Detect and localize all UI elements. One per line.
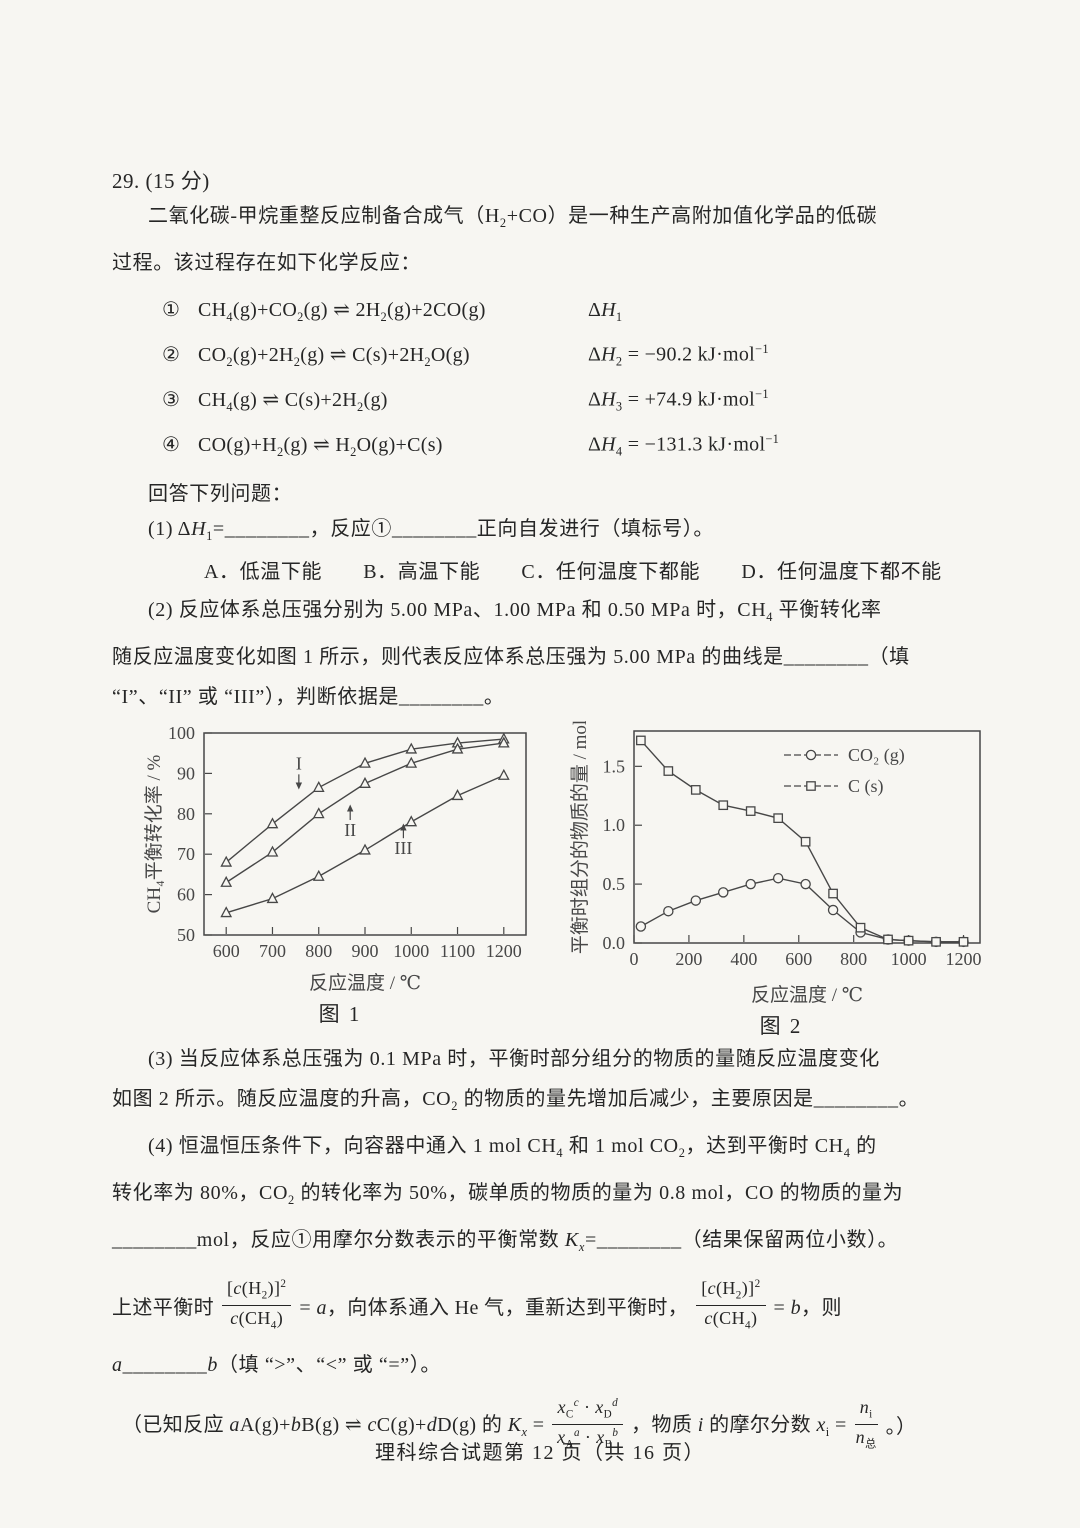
reaction-equation: CH4(g)+CO2(g) ⇌ 2H2(g)+2CO(g) (198, 299, 486, 324)
known-mid: ，物质 i 的摩尔分数 xi = (631, 1414, 847, 1439)
svg-text:0: 0 (630, 949, 639, 969)
svg-text:60: 60 (177, 885, 195, 905)
svg-text:80: 80 (177, 804, 195, 824)
svg-text:100: 100 (168, 723, 195, 743)
ratio-line-post: = b，则 (773, 1296, 842, 1319)
svg-text:70: 70 (177, 844, 195, 864)
figure-1-chart: 50 60 70 80 90 100 600 700 800 900 1000 1100 1200 CH₄… (143, 723, 527, 994)
reaction-enthalpy: ΔH4 = −131.3 kJ·mol−1 (588, 432, 780, 459)
reaction-number: ④ (162, 434, 180, 456)
svg-text:II: II (344, 820, 356, 840)
svg-text:90: 90 (177, 763, 195, 783)
question-3-line-2: 如图 2 所示。随反应温度的升高，CO2 的物质的量先增加后减少，主要原因是__… (112, 1088, 920, 1113)
question-2-line-2: 随反应温度变化如图 1 所示，则代表反应体系总压强为 5.00 MPa 的曲线是… (112, 646, 910, 668)
known-formula-line: （已知反应 aA(g)+bB(g) ⇌ cC(g)+dD(g) 的 Kx = x… (112, 1385, 992, 1463)
question-3-line-1: (3) 当反应体系总压强为 0.1 MPa 时，平衡时部分组分的物质的量随反应温… (148, 1048, 880, 1070)
reaction-row-4: ④ CO(g)+H2(g) ⇌ H2O(g)+C(s) ΔH4 = −131.3… (112, 432, 992, 477)
svg-text:400: 400 (730, 949, 757, 969)
question-1: (1) ΔH1=________，反应①________正向自发进行（填标号）。 (148, 518, 715, 543)
reaction-number: ① (162, 299, 180, 321)
question-4-line-3: ________mol，反应①用摩尔分数表示的平衡常数 Kx=________（… (112, 1229, 899, 1254)
reaction-enthalpy: ΔH3 = +74.9 kJ·mol−1 (588, 387, 769, 414)
figure-1-caption: 图 1 (318, 1002, 362, 1026)
question-number: 29. (15 分) (112, 169, 210, 193)
svg-text:1000: 1000 (393, 941, 429, 961)
svg-text:CO₂ (g): CO₂ (g) (848, 745, 905, 766)
svg-text:0.0: 0.0 (603, 933, 626, 953)
question-2-line-1: (2) 反应体系总压强分别为 5.00 MPa、1.00 MPa 和 0.50 … (148, 599, 882, 624)
figures-row: 50 60 70 80 90 100 600 700 800 900 1000 1100 1200 CH₄… (140, 721, 992, 1039)
svg-text:反应温度 / ℃: 反应温度 / ℃ (751, 984, 863, 1006)
known-pre: （已知反应 aA(g)+bB(g) ⇌ cC(g)+dD(g) 的 Kx = (122, 1414, 545, 1439)
kx-fraction: xCc · xDd xAa · xBb (552, 1397, 624, 1452)
fraction-numerator: xCc · xDd (552, 1397, 624, 1425)
svg-text:0.5: 0.5 (603, 874, 626, 894)
question-1-options: A．低温下能 B．高温下能 C．任何温度下都能 D．任何温度下都不能 (204, 561, 942, 583)
figure-2-caption: 图 2 (759, 1014, 803, 1038)
svg-text:600: 600 (213, 941, 240, 961)
fraction-numerator: [c(H2)]2 (696, 1278, 766, 1306)
fraction-denominator: c(CH4) (230, 1307, 284, 1332)
svg-text:200: 200 (675, 949, 702, 969)
svg-text:C (s): C (s) (848, 776, 884, 797)
svg-text:800: 800 (305, 941, 332, 961)
svg-text:1000: 1000 (891, 949, 927, 969)
fraction-numerator: [c(H2)]2 (222, 1278, 292, 1306)
fraction-denominator: c(CH4) (704, 1307, 758, 1332)
concentration-fraction-a: [c(H2)]2 c(CH4) (222, 1278, 292, 1333)
known-post: 。） (885, 1415, 917, 1438)
svg-text:1.5: 1.5 (603, 756, 626, 776)
svg-text:1200: 1200 (946, 949, 982, 969)
page-footer: 理科综合试题第 12 页（共 16 页） (375, 1442, 705, 1464)
svg-text:反应温度 / ℃: 反应温度 / ℃ (309, 972, 421, 994)
concentration-fraction-b: [c(H2)]2 c(CH4) (696, 1278, 766, 1333)
intro-line-1: 二氧化碳-甲烷重整反应制备合成气（H2+CO）是一种生产高附加值化学品的低碳 (148, 205, 878, 230)
svg-text:CH₄平衡转化率 / %: CH₄平衡转化率 / % (143, 755, 165, 914)
svg-text:平衡时组分的物质的量 / mol: 平衡时组分的物质的量 / mol (569, 721, 591, 954)
fraction-denominator: xAa · xBb (557, 1426, 619, 1451)
question-4-line-1: (4) 恒温恒压条件下，向容器中通入 1 mol CH4 和 1 mol CO2… (148, 1135, 877, 1160)
svg-text:1100: 1100 (440, 941, 475, 961)
reaction-number: ② (162, 344, 180, 366)
svg-text:700: 700 (259, 941, 286, 961)
answer-prompt: 回答下列问题： (148, 483, 293, 505)
reaction-equation: CO2(g)+2H2(g) ⇌ C(s)+2H2O(g) (198, 344, 470, 369)
reaction-row-2: ② CO2(g)+2H2(g) ⇌ C(s)+2H2O(g) ΔH2 = −90… (112, 342, 992, 387)
reaction-enthalpy: ΔH1 (588, 299, 623, 324)
figure-1: 50 60 70 80 90 100 600 700 800 900 1000 1100 1200 CH₄… (140, 721, 540, 1039)
reaction-list: ① CH4(g)+CO2(g) ⇌ 2H2(g)+2CO(g) ΔH1 ② CO… (112, 297, 992, 477)
questions-3-4: (3) 当反应体系总压强为 0.1 MPa 时，平衡时部分组分的物质的量随反应温… (112, 1039, 992, 1267)
svg-text:1.0: 1.0 (603, 815, 626, 835)
reaction-row-1: ① CH4(g)+CO2(g) ⇌ 2H2(g)+2CO(g) ΔH1 (112, 297, 992, 342)
reaction-row-3: ③ CH4(g) ⇌ C(s)+2H2(g) ΔH3 = +74.9 kJ·mo… (112, 387, 992, 432)
intro-line-2: 过程。该过程存在如下化学反应： (112, 252, 421, 274)
fraction-denominator: n总 (855, 1426, 877, 1451)
mole-fraction: ni n总 (854, 1397, 878, 1452)
svg-text:50: 50 (177, 925, 195, 945)
svg-text:I: I (296, 753, 302, 773)
reaction-enthalpy: ΔH2 = −90.2 kJ·mol−1 (588, 342, 769, 369)
svg-text:600: 600 (785, 949, 812, 969)
reaction-number: ③ (162, 389, 180, 411)
svg-text:1200: 1200 (486, 941, 522, 961)
svg-text:III: III (394, 838, 412, 858)
question-4-line-2: 转化率为 80%，CO2 的转化率为 50%，碳单质的物质的量为 0.8 mol… (112, 1182, 904, 1207)
figure-2-chart: 0.0 0.5 1.0 1.5 0 200 400 600 800 1000 1200 平衡时组分的物… (569, 721, 982, 1006)
reaction-equation: CO(g)+H2(g) ⇌ H2O(g)+C(s) (198, 434, 443, 459)
fraction-numerator: ni (854, 1397, 878, 1425)
question-2-line-3: “I”、“II” 或 “III”），判断依据是________。 (112, 686, 505, 708)
reaction-equation: CH4(g) ⇌ C(s)+2H2(g) (198, 389, 388, 414)
ratio-line-pre: 上述平衡时 (112, 1296, 214, 1319)
equilibrium-ratio-line: 上述平衡时 [c(H2)]2 c(CH4) = a，向体系通入 He 气，重新达… (112, 1267, 992, 1343)
svg-text:900: 900 (352, 941, 379, 961)
svg-text:800: 800 (840, 949, 867, 969)
figure-2: 0.0 0.5 1.0 1.5 0 200 400 600 800 1000 1200 平衡时组分的物… (566, 721, 996, 1039)
ab-compare-line: a________b（填 “>”、“<” 或 “=”）。 (112, 1354, 441, 1376)
ratio-line-mid: = a，向体系通入 He 气，重新达到平衡时， (299, 1296, 689, 1319)
